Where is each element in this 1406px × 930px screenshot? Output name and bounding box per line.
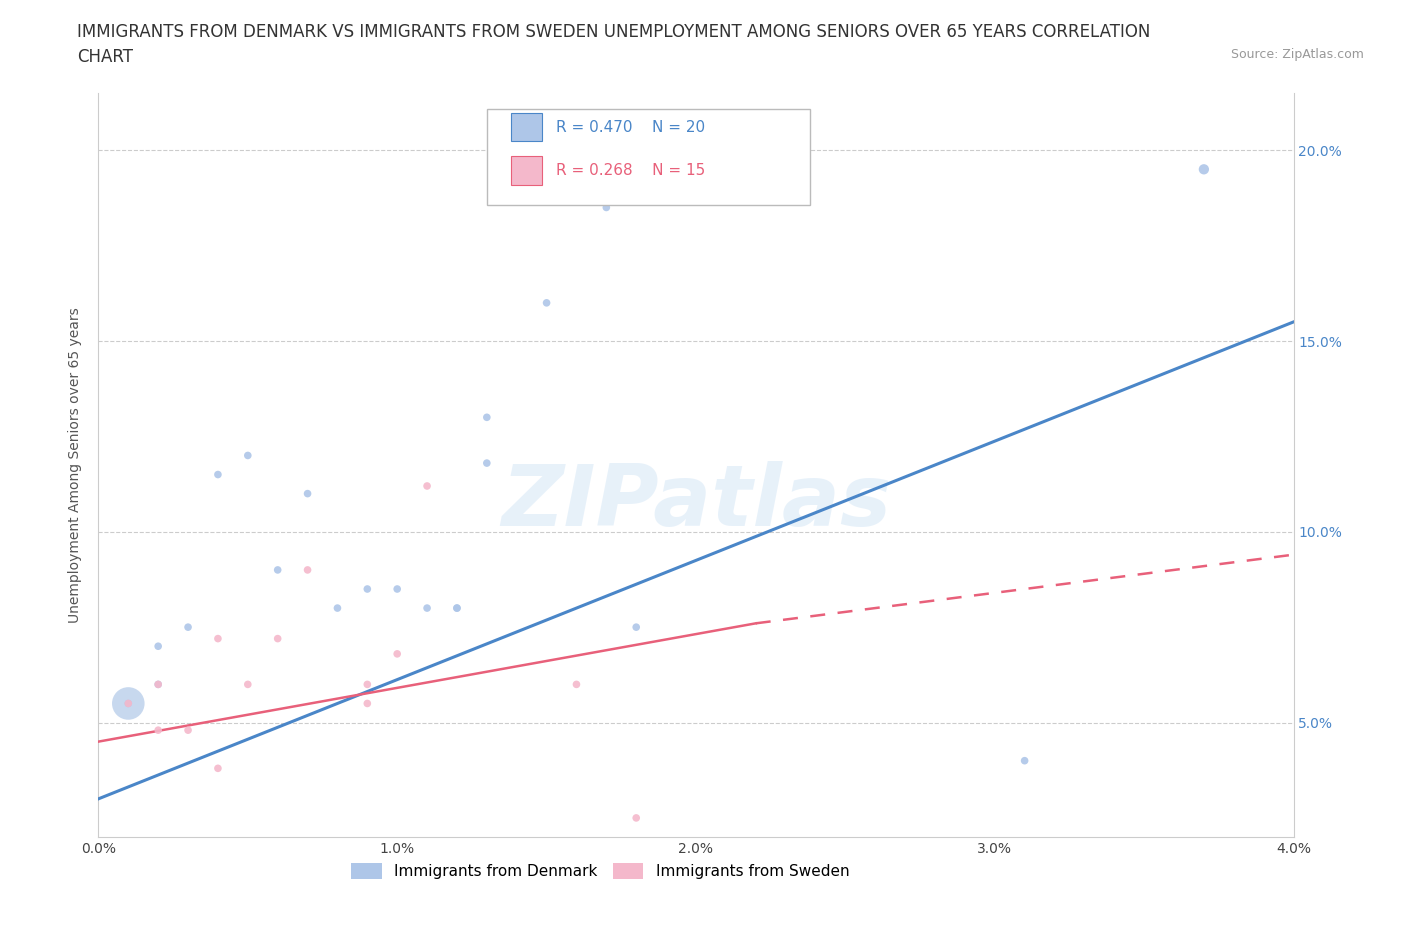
Point: [565, 677, 588, 692]
Point: [117, 696, 139, 711]
Point: [626, 619, 648, 634]
Text: IMMIGRANTS FROM DENMARK VS IMMIGRANTS FROM SWEDEN UNEMPLOYMENT AMONG SENIORS OVE: IMMIGRANTS FROM DENMARK VS IMMIGRANTS FR…: [77, 23, 1150, 41]
Text: R = 0.268    N = 15: R = 0.268 N = 15: [557, 163, 706, 178]
Point: [356, 581, 378, 596]
Point: [1014, 753, 1036, 768]
Point: [475, 456, 498, 471]
Point: [148, 723, 170, 737]
Point: [297, 563, 319, 578]
Point: [236, 448, 259, 463]
Point: [416, 601, 439, 616]
Point: [356, 677, 378, 692]
Text: R = 0.470    N = 20: R = 0.470 N = 20: [557, 120, 706, 135]
Point: [148, 677, 170, 692]
Point: [385, 646, 409, 661]
Point: [207, 631, 229, 646]
Point: [207, 761, 229, 776]
Point: [177, 723, 200, 737]
Point: [148, 639, 170, 654]
Text: ZIPatlas: ZIPatlas: [501, 460, 891, 544]
Point: [267, 563, 290, 578]
Point: [446, 601, 468, 616]
Point: [446, 601, 468, 616]
FancyBboxPatch shape: [486, 110, 810, 205]
Point: [267, 631, 290, 646]
Legend: Immigrants from Denmark, Immigrants from Sweden: Immigrants from Denmark, Immigrants from…: [346, 857, 855, 885]
Point: [385, 581, 409, 596]
FancyBboxPatch shape: [510, 113, 541, 141]
Y-axis label: Unemployment Among Seniors over 65 years: Unemployment Among Seniors over 65 years: [69, 307, 83, 623]
Point: [117, 696, 139, 711]
Point: [236, 677, 259, 692]
Point: [148, 677, 170, 692]
Point: [595, 200, 617, 215]
Point: [356, 696, 378, 711]
Point: [626, 810, 648, 825]
Point: [416, 479, 439, 494]
Text: CHART: CHART: [77, 48, 134, 66]
Point: [326, 601, 349, 616]
Point: [536, 296, 558, 311]
Point: [297, 486, 319, 501]
FancyBboxPatch shape: [510, 156, 541, 184]
Point: [117, 696, 139, 711]
Point: [207, 467, 229, 482]
Point: [1192, 162, 1215, 177]
Point: [177, 619, 200, 634]
Text: Source: ZipAtlas.com: Source: ZipAtlas.com: [1230, 48, 1364, 61]
Point: [475, 410, 498, 425]
